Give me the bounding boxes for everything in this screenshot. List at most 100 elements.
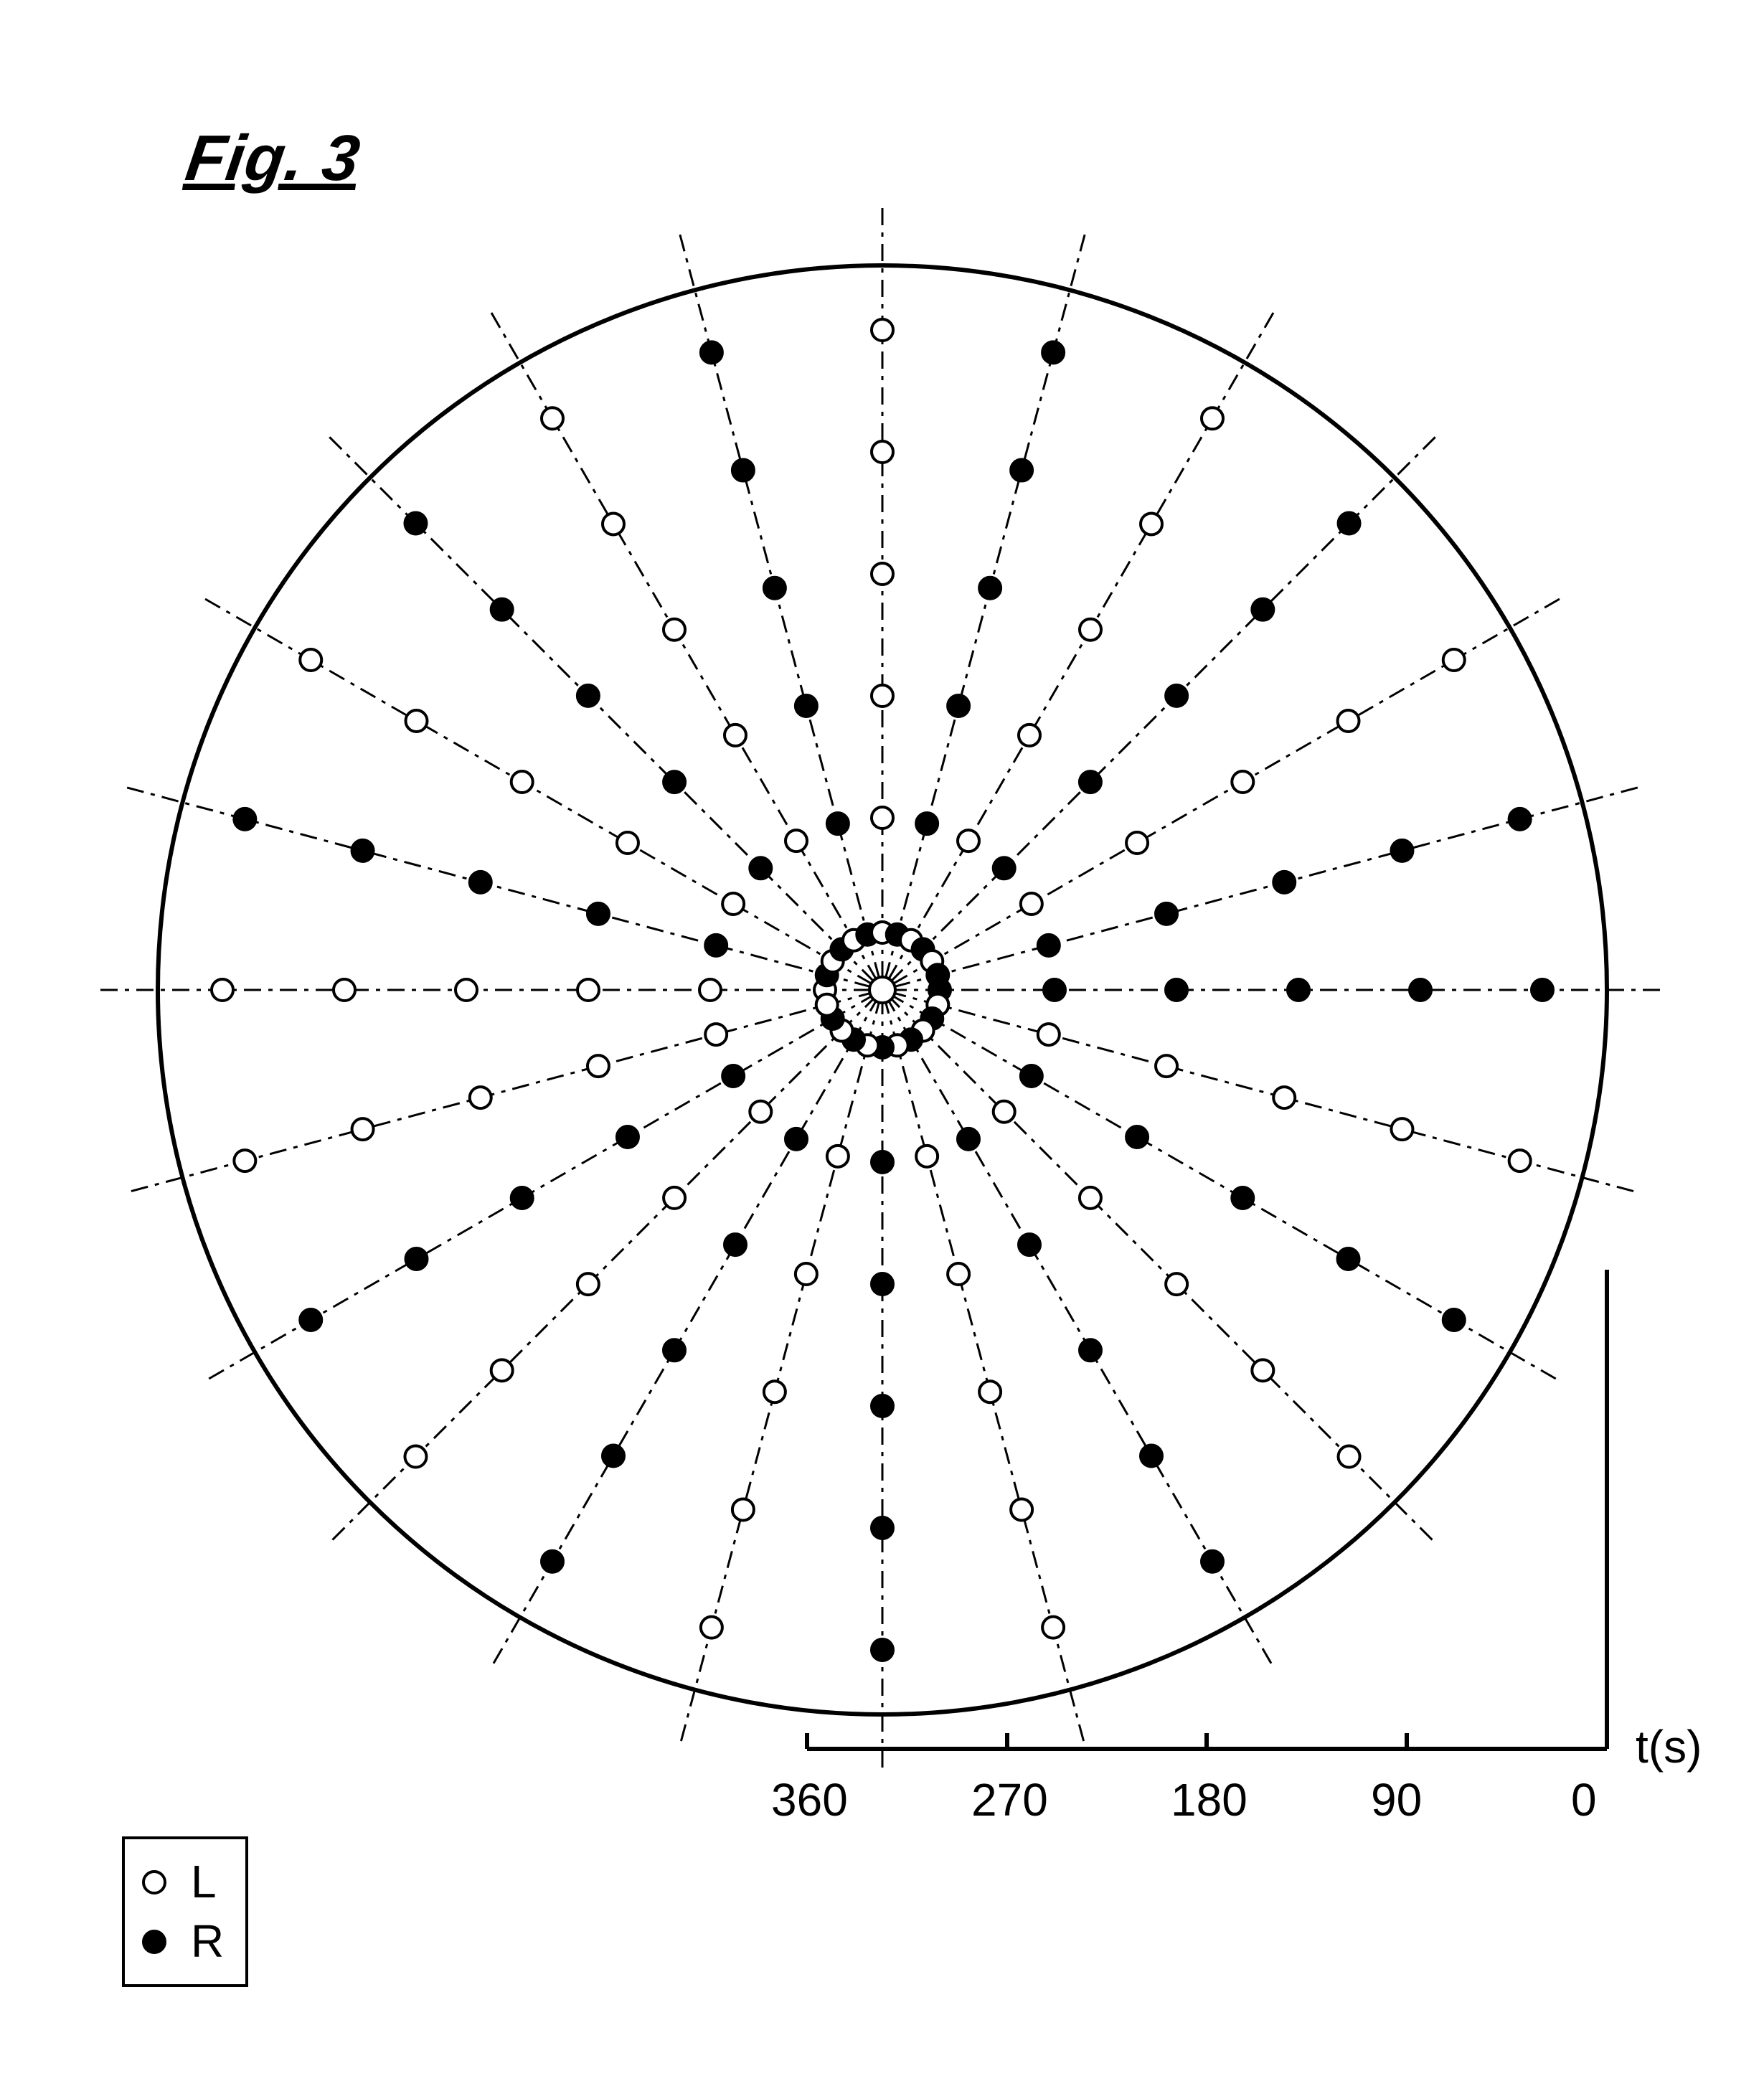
marker-l: [334, 979, 355, 1001]
marker-l: [705, 1024, 727, 1045]
marker-r: [1044, 979, 1065, 1001]
legend-marker-open-icon: [142, 1870, 166, 1895]
marker-r: [1080, 771, 1101, 793]
marker-r: [300, 1309, 321, 1331]
marker-r: [1021, 1065, 1042, 1087]
marker-l: [577, 1273, 599, 1295]
marker-r: [796, 695, 817, 717]
marker-r: [491, 599, 513, 621]
marker-r: [617, 1126, 638, 1148]
marker-r: [588, 903, 609, 925]
marker-l: [872, 563, 893, 585]
page-root: Fig. 3 360270180900 t(s) LR: [0, 0, 1764, 2076]
legend-row: L: [142, 1852, 224, 1912]
marker-r: [1166, 979, 1187, 1001]
marker-l: [212, 979, 233, 1001]
marker-r: [722, 1065, 744, 1087]
marker-l: [958, 830, 979, 851]
marker-l: [1339, 1446, 1360, 1468]
marker-l: [872, 441, 893, 463]
marker-r: [1288, 979, 1309, 1001]
marker-r: [872, 1395, 893, 1417]
center-marker: [869, 977, 895, 1003]
marker-l: [511, 771, 533, 793]
marker-l: [1126, 832, 1148, 854]
marker-l: [872, 807, 893, 829]
marker-r: [750, 857, 771, 879]
marker-r: [1011, 460, 1032, 481]
marker-r: [1019, 1234, 1040, 1255]
marker-l: [872, 319, 893, 341]
marker-r: [577, 685, 599, 707]
marker-l: [1273, 1087, 1295, 1108]
marker-l: [456, 979, 477, 1001]
marker-r: [405, 512, 426, 534]
marker-l: [1338, 710, 1359, 732]
marker-r: [664, 1339, 685, 1361]
marker-r: [732, 460, 754, 481]
marker-r: [1391, 840, 1412, 862]
marker-l: [1232, 771, 1253, 793]
marker-r: [1338, 1248, 1359, 1270]
marker-l: [1080, 619, 1101, 641]
marker-r: [352, 840, 374, 862]
marker-l: [1021, 893, 1042, 915]
marker-r: [916, 813, 938, 834]
axis-tick-label: 360: [771, 1773, 848, 1826]
marker-l: [1202, 407, 1223, 429]
axis-label-t: t(s): [1636, 1720, 1702, 1773]
marker-l: [1443, 649, 1465, 671]
marker-l: [1011, 1499, 1032, 1520]
marker-l: [816, 994, 838, 1016]
marker-l: [1156, 1055, 1177, 1077]
marker-l: [664, 619, 685, 641]
marker-l: [405, 710, 427, 732]
marker-l: [725, 725, 746, 746]
marker-r: [1339, 512, 1360, 534]
marker-r: [1443, 1309, 1465, 1331]
marker-r: [1042, 341, 1064, 363]
marker-r: [764, 577, 786, 599]
marker-l: [577, 979, 599, 1001]
marker-l: [722, 893, 744, 915]
legend: LR: [122, 1836, 248, 1987]
marker-r: [603, 1445, 624, 1467]
marker-l: [1080, 1187, 1101, 1209]
marker-r: [958, 1128, 979, 1150]
axis-tick-label: 0: [1571, 1773, 1597, 1826]
marker-l: [1042, 1617, 1064, 1638]
legend-label: R: [191, 1912, 224, 1971]
legend-marker-filled-icon: [142, 1930, 166, 1954]
marker-l: [732, 1499, 754, 1520]
marker-l: [699, 979, 721, 1001]
marker-l: [1391, 1118, 1412, 1140]
marker-l: [1252, 1359, 1273, 1381]
marker-r: [1509, 808, 1531, 830]
marker-r: [1080, 1339, 1101, 1361]
marker-l: [701, 1617, 722, 1638]
legend-row: R: [142, 1912, 224, 1971]
marker-r: [994, 857, 1015, 879]
marker-l: [1509, 1150, 1531, 1171]
marker-r: [872, 1151, 893, 1173]
marker-r: [705, 935, 727, 956]
figure-label: Fig. 3: [181, 122, 365, 196]
marker-r: [1126, 1126, 1148, 1148]
polar-diagram: [0, 0, 1764, 2076]
marker-r: [1038, 935, 1060, 956]
marker-l: [948, 1263, 969, 1285]
marker-l: [470, 1087, 491, 1108]
marker-r: [872, 1517, 893, 1539]
marker-l: [827, 1146, 849, 1167]
marker-r: [1532, 979, 1553, 1001]
marker-r: [1141, 1445, 1162, 1467]
marker-l: [491, 1359, 513, 1381]
marker-r: [872, 1273, 893, 1295]
marker-r: [827, 813, 849, 834]
marker-l: [872, 685, 893, 707]
marker-r: [927, 964, 948, 986]
marker-r: [542, 1551, 563, 1572]
marker-l: [234, 1150, 255, 1171]
marker-r: [1410, 979, 1431, 1001]
marker-l: [588, 1055, 609, 1077]
